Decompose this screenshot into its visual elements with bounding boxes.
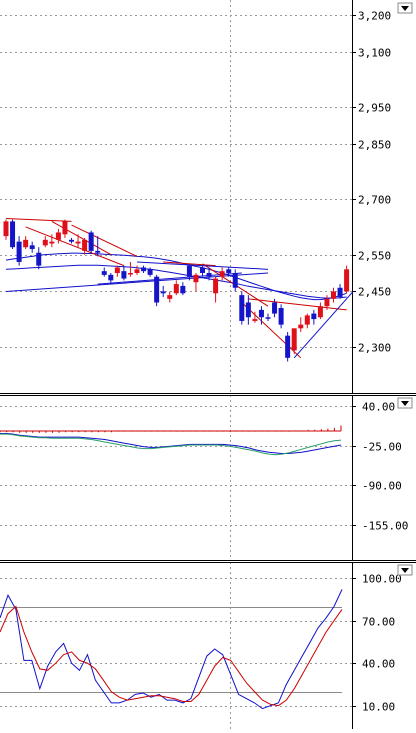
candle-body: [95, 250, 101, 253]
y-tick-label: 70.00: [362, 616, 395, 629]
candle-body: [285, 335, 291, 358]
moving-average-line: [5, 252, 347, 301]
trendline: [25, 226, 125, 267]
stochastic-line: [0, 605, 343, 707]
y-tick-label: -90.00: [362, 480, 402, 493]
candle-body: [55, 232, 61, 240]
candle-body: [114, 267, 120, 274]
candle-body: [226, 269, 232, 274]
y-tick-label: 2,700: [358, 194, 391, 207]
trendline: [248, 298, 347, 311]
y-tick-label: 100.00: [362, 573, 402, 586]
candle-body: [245, 302, 251, 318]
candle-body: [69, 239, 74, 242]
y-tick-label: 2,950: [358, 102, 391, 115]
y-tick-label: 40.00: [362, 658, 395, 671]
candle-body: [127, 273, 133, 275]
y-tick-label: 2,850: [358, 139, 391, 152]
candle-body: [239, 295, 245, 321]
candle-body: [200, 267, 205, 274]
candle-body: [278, 308, 284, 325]
y-tick-label: 3,100: [358, 47, 391, 60]
candle-body: [134, 269, 140, 274]
candle-body: [206, 273, 212, 277]
candle-body: [193, 274, 199, 283]
candle-body: [88, 232, 94, 251]
candle-body: [186, 265, 192, 277]
panel-oscillator: 40.00 -25.00 -90.00 -155.00: [0, 395, 413, 560]
candle-body: [317, 306, 323, 318]
candle-body: [42, 239, 48, 246]
candle-body: [173, 284, 179, 294]
moving-average-line: [5, 264, 347, 299]
trendline: [241, 302, 302, 359]
candle-body: [10, 221, 16, 248]
panel-stochastic: 100.00 70.00 40.00 10.00: [0, 562, 413, 729]
candle-body: [23, 239, 29, 248]
candle-body: [147, 269, 153, 275]
candle-body: [101, 271, 107, 275]
candle-body: [311, 313, 317, 320]
y-tick-label: 10.00: [362, 701, 395, 714]
y-tick-label: 3,200: [358, 10, 391, 23]
y-tick-label: 2,300: [358, 342, 391, 355]
candle-body: [3, 221, 9, 237]
candle-body: [75, 241, 81, 244]
candle-body: [324, 298, 330, 307]
candle-body: [36, 252, 42, 266]
chevron-down-icon: [401, 401, 409, 406]
candle-body: [49, 241, 55, 244]
candle-body: [265, 317, 271, 319]
trendline: [51, 220, 112, 256]
candle-body: [298, 324, 304, 329]
candle-body: [252, 319, 258, 321]
candle-body: [180, 285, 186, 294]
candle-body: [29, 245, 35, 250]
candle-body: [213, 278, 219, 294]
y-tick-label: 40.00: [362, 401, 395, 414]
candle-body: [344, 269, 350, 292]
y-tick-label: 2,550: [358, 250, 391, 263]
chevron-down-icon: [401, 6, 409, 11]
panel-price: 3,200 3,100 2,950 2,850 2,700 2,550 2,450 2,300: [0, 0, 413, 393]
candle-body: [337, 287, 343, 297]
candle-body: [16, 241, 22, 262]
stochastic-line: [0, 589, 343, 710]
candle-body: [62, 221, 68, 235]
chevron-down-icon: [401, 568, 409, 573]
candle-body: [108, 274, 114, 281]
trendline: [293, 291, 354, 359]
y-tick-label: -25.00: [362, 441, 402, 454]
candle-body: [272, 302, 278, 314]
trendline: [5, 217, 72, 222]
candle-body: [304, 315, 310, 325]
trendline: [71, 224, 138, 257]
candle-body: [258, 309, 264, 318]
y-tick-label: 2,450: [358, 286, 391, 299]
oscillator-line: [0, 433, 342, 456]
trendline: [97, 272, 242, 285]
y-tick-label: -155.00: [362, 520, 408, 533]
candle-body: [167, 295, 173, 299]
candle-body: [82, 239, 88, 251]
candle-body: [232, 273, 238, 288]
candle-body: [154, 276, 160, 303]
candle-body: [121, 271, 127, 279]
candle-body: [219, 271, 225, 277]
candle-body: [331, 291, 336, 299]
candle-body: [141, 267, 147, 272]
oscillator-line: [0, 433, 342, 454]
candle-body: [160, 291, 166, 294]
candle-body: [291, 328, 297, 351]
